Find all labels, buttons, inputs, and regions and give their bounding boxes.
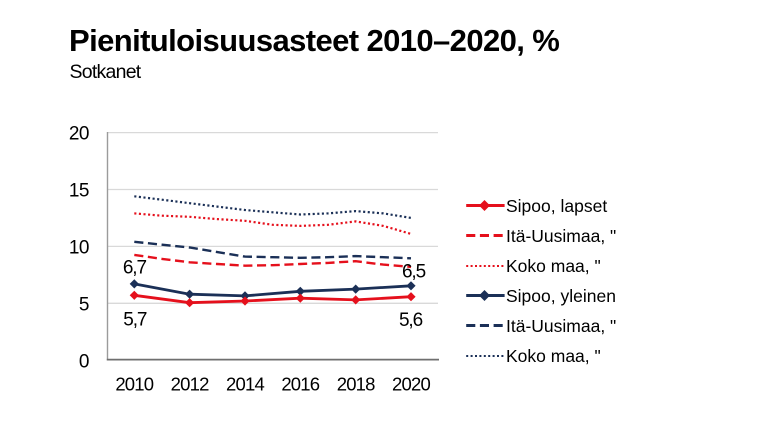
svg-text:Sotkanet: Sotkanet (70, 61, 142, 83)
svg-text:Sipoo, yleinen: Sipoo, yleinen (506, 286, 616, 306)
svg-text:2014: 2014 (226, 374, 264, 395)
svg-text:2012: 2012 (171, 374, 209, 395)
svg-text:20: 20 (69, 124, 89, 145)
svg-text:5,6: 5,6 (399, 310, 423, 331)
svg-text:2010: 2010 (115, 374, 153, 395)
svg-text:5,7: 5,7 (123, 310, 147, 331)
svg-text:Koko maa, ": Koko maa, " (506, 256, 601, 276)
svg-text:0: 0 (79, 351, 89, 372)
svg-text:15: 15 (69, 181, 89, 202)
svg-text:Pienituloisuusasteet 2010–2020: Pienituloisuusasteet 2010–2020, % (69, 23, 559, 58)
svg-text:2016: 2016 (281, 374, 319, 395)
svg-text:6,7: 6,7 (123, 257, 147, 278)
svg-text:2020: 2020 (392, 374, 430, 395)
svg-text:2018: 2018 (337, 374, 375, 395)
svg-text:Itä-Uusimaa, ": Itä-Uusimaa, " (506, 316, 616, 336)
svg-text:Sipoo, lapset: Sipoo, lapset (506, 196, 607, 216)
svg-text:10: 10 (69, 238, 89, 259)
svg-text:5: 5 (79, 294, 89, 315)
svg-text:Koko maa, ": Koko maa, " (506, 346, 601, 366)
svg-text:Itä-Uusimaa, ": Itä-Uusimaa, " (506, 226, 616, 246)
svg-text:6,5: 6,5 (402, 262, 426, 283)
